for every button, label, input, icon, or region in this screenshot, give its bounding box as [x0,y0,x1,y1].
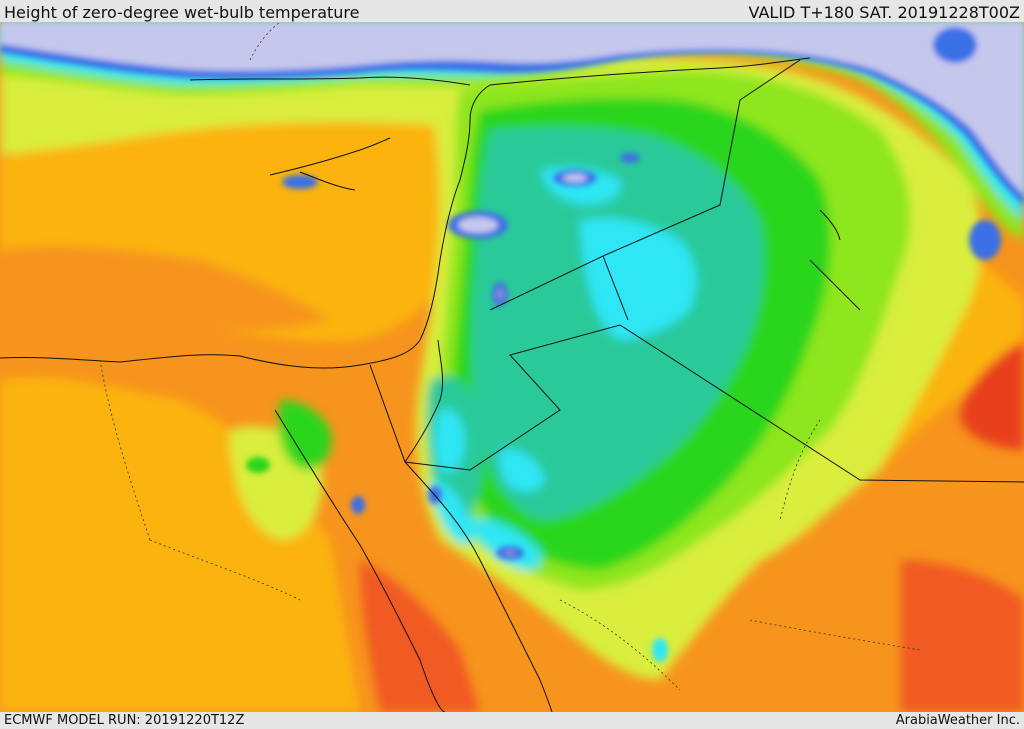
footer-bar: ECMWF MODEL RUN: 20191220T12Z ArabiaWeat… [0,712,1024,729]
borders [0,57,1024,712]
map-title: Height of zero-degree wet-bulb temperatu… [4,3,360,22]
cold-zones [0,22,1024,662]
credit: ArabiaWeather Inc. [895,713,1020,728]
model-run: ECMWF MODEL RUN: 20191220T12Z [4,713,245,728]
header-bar: Height of zero-degree wet-bulb temperatu… [0,0,1024,22]
regional-boundaries [99,22,921,691]
weather-map[interactable] [0,22,1024,712]
valid-time: VALID T+180 SAT. 20191228T00Z [748,3,1020,22]
temperature-field [0,22,1024,712]
map-canvas [0,22,1024,712]
